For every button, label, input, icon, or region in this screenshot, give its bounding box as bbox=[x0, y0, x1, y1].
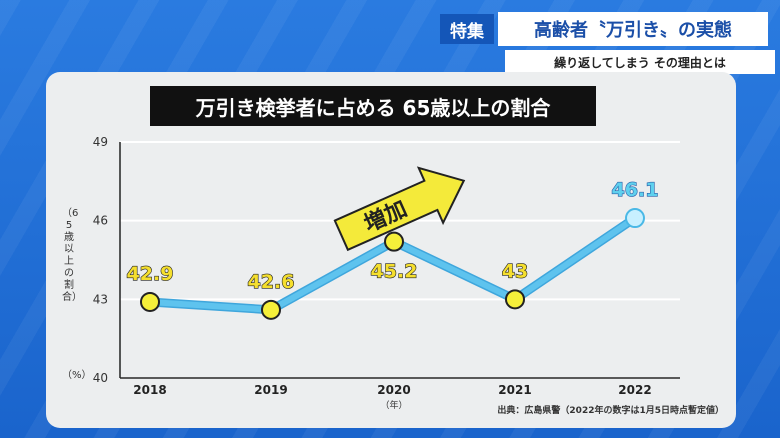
x-tick-label: 2018 bbox=[133, 383, 166, 397]
y-tick-label: 40 bbox=[93, 371, 108, 385]
y-axis-label: （65歳以上の割合） bbox=[62, 208, 82, 303]
y-axis-unit: （%） bbox=[62, 366, 92, 381]
x-tick-label: 2020 bbox=[377, 383, 410, 397]
chart-title: 万引き検挙者に占める 65歳以上の割合 bbox=[150, 86, 596, 126]
data-label: 45.2 bbox=[371, 261, 418, 283]
page-subtitle: 繰り返してしまう その理由とは bbox=[505, 50, 775, 74]
x-tick-label: 2019 bbox=[254, 383, 287, 397]
y-tick-label: 46 bbox=[93, 214, 108, 228]
data-label: 43 bbox=[502, 260, 528, 282]
source-note: 出典：広島県警（2022年の数字は1月5日時点暫定値） bbox=[497, 406, 724, 416]
data-label: 46.1 bbox=[612, 179, 659, 201]
data-label: 42.6 bbox=[248, 271, 295, 293]
data-point bbox=[384, 231, 404, 252]
x-tick-label: 2022 bbox=[618, 383, 651, 397]
page-title: 高齢者〝万引き〟の実態 bbox=[498, 12, 768, 46]
y-tick-label: 43 bbox=[93, 292, 108, 306]
feature-tag: 特集 bbox=[440, 14, 494, 44]
arrow-shape bbox=[333, 166, 466, 252]
data-point bbox=[505, 289, 525, 310]
data-point bbox=[625, 208, 645, 229]
data-point bbox=[261, 299, 281, 320]
x-axis-unit: （年） bbox=[380, 399, 407, 411]
y-tick-label: 49 bbox=[93, 135, 108, 149]
data-point bbox=[140, 291, 160, 312]
x-tick-label: 2021 bbox=[498, 383, 531, 397]
data-label: 42.9 bbox=[127, 263, 174, 285]
